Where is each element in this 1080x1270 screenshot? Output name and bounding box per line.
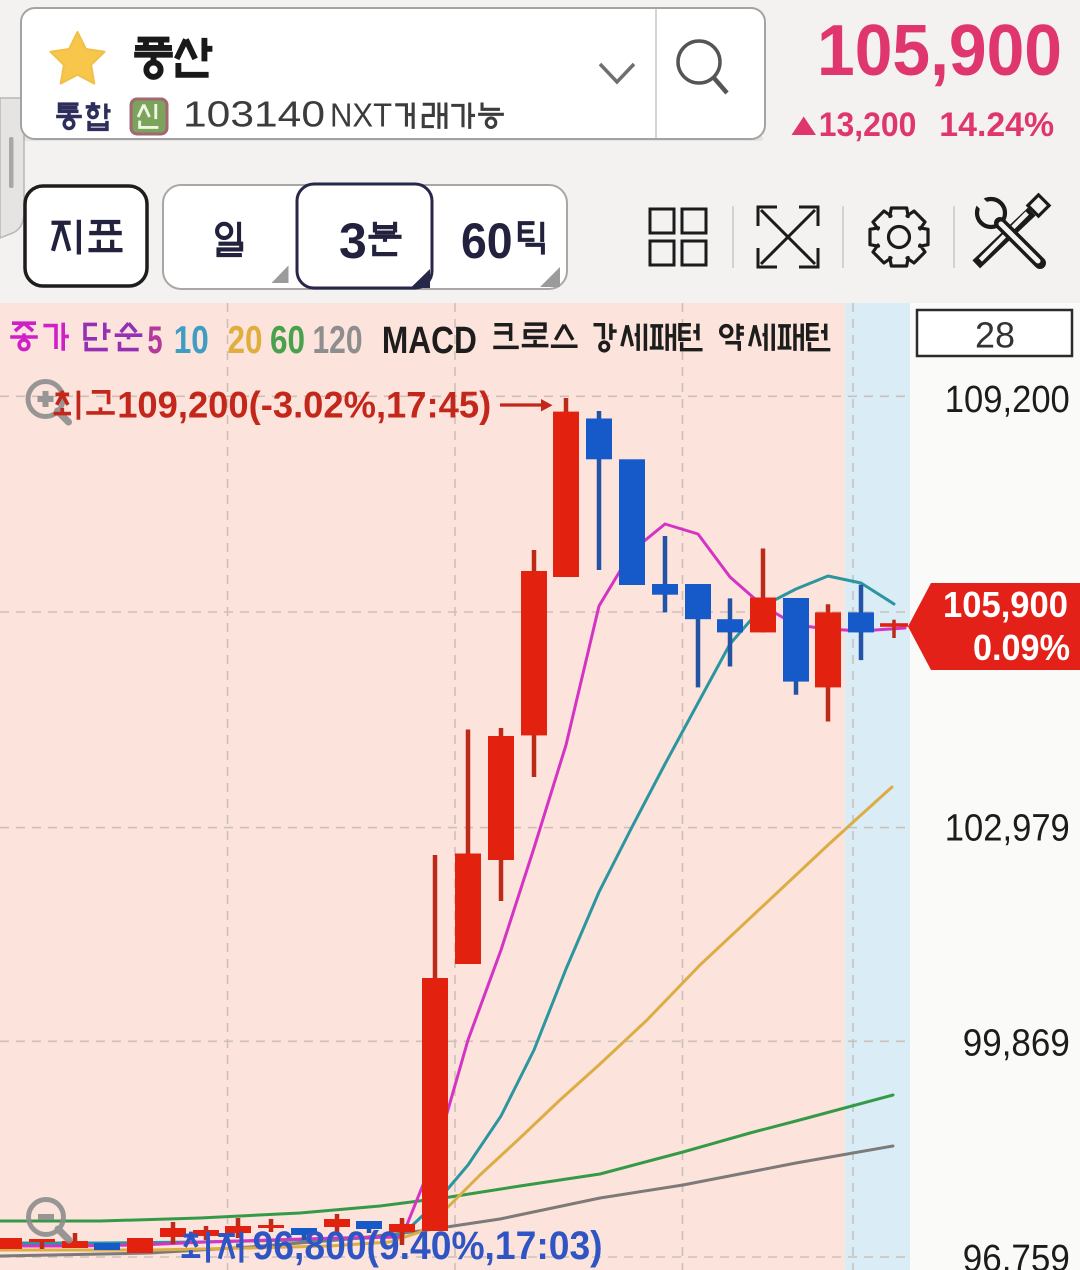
svg-text:3: 3 xyxy=(339,213,367,269)
svg-text:102,979: 102,979 xyxy=(945,807,1070,849)
svg-text:105,900: 105,900 xyxy=(817,11,1062,91)
svg-text:14.24%: 14.24% xyxy=(939,106,1054,144)
svg-text:60: 60 xyxy=(270,319,305,362)
svg-text:96,759: 96,759 xyxy=(963,1238,1070,1270)
svg-text:99,869: 99,869 xyxy=(963,1023,1070,1065)
svg-text:20: 20 xyxy=(228,319,263,362)
svg-text:96,800(9.40%,17:03): 96,800(9.40%,17:03) xyxy=(253,1224,603,1268)
svg-text:109,200: 109,200 xyxy=(945,379,1070,421)
svg-text:0.09%: 0.09% xyxy=(973,627,1070,668)
svg-text:NXT: NXT xyxy=(330,97,392,134)
svg-text:5: 5 xyxy=(148,319,163,362)
svg-text:109,200(-3.02%,17:45): 109,200(-3.02%,17:45) xyxy=(117,385,491,426)
svg-text:13,200: 13,200 xyxy=(819,106,917,144)
svg-text:28: 28 xyxy=(975,314,1015,355)
svg-text:120: 120 xyxy=(313,319,363,362)
svg-text:MACD: MACD xyxy=(382,320,477,362)
svg-text:103140: 103140 xyxy=(183,94,325,135)
svg-text:10: 10 xyxy=(174,319,209,362)
svg-text:105,900: 105,900 xyxy=(943,584,1068,625)
svg-text:60: 60 xyxy=(461,213,513,269)
